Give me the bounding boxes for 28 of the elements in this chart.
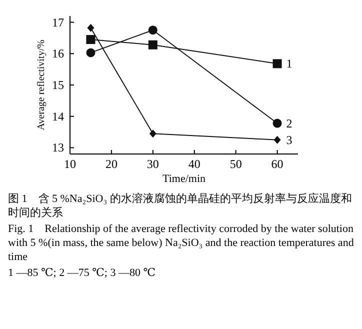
x-tick-label: 40 [188, 157, 200, 171]
series-label: 1 [286, 56, 292, 71]
point [274, 136, 281, 144]
point [86, 35, 96, 44]
x-tick-label: 50 [230, 157, 242, 171]
x-tick-label: 30 [146, 157, 159, 171]
series-label: 3 [286, 132, 292, 147]
caption: Fig. 1 Relationship of the average reflectivity corroded by the water solution with 5 %(in mass, the same below) Na₂SiO₃ and the reaction temperatures and time [8, 222, 354, 264]
point [148, 40, 158, 50]
point [149, 130, 156, 138]
y-axis-title: Average reflectivity/% [36, 40, 47, 130]
y-tick-label: 17 [52, 15, 64, 30]
x-tick-label: 10 [64, 157, 76, 171]
y-tick-label: 16 [52, 46, 64, 61]
x-tick-label: 60 [271, 157, 284, 171]
point [86, 48, 96, 58]
caption: 图 1 含 5 %Na₂SiO₃ 的水溶液腐蚀的单晶硅的平均反射率与反应温度和时间的关系 [8, 192, 353, 220]
point [87, 24, 94, 32]
point [148, 26, 158, 35]
y-tick-label: 15 [52, 78, 64, 92]
y-tick-label: 13 [52, 140, 64, 155]
x-tick-label: 20 [105, 157, 118, 171]
point [272, 118, 282, 128]
y-tick-label: 14 [52, 109, 64, 124]
x-axis-title: Time/min [162, 173, 206, 185]
series-label: 2 [286, 116, 292, 130]
text: 1 —85 ℃; 2 —75 ℃; 3 —80 ℃ [8, 266, 157, 280]
point [272, 59, 282, 68]
